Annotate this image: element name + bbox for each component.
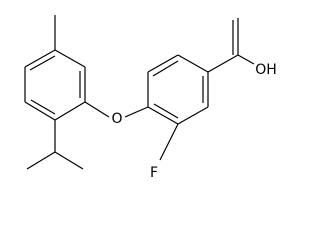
bonds	[24, 15, 255, 170]
page: O F OH (() => { const data = JSON.parse(…	[24, 15, 277, 181]
structure: O F OH	[24, 15, 277, 181]
bond	[54, 49, 86, 68]
atom-label: OH	[255, 62, 277, 78]
bond	[207, 54, 239, 73]
bond	[237, 54, 255, 65]
bond	[153, 103, 179, 119]
bond	[177, 106, 209, 125]
bond	[152, 60, 179, 77]
atom-label: O	[111, 111, 122, 127]
bond	[24, 101, 56, 121]
atom-label: F	[150, 165, 158, 181]
bond	[159, 123, 179, 161]
bond	[177, 54, 209, 73]
bond	[54, 151, 84, 170]
bond	[124, 106, 149, 118]
bond	[147, 106, 179, 125]
bond	[147, 54, 179, 73]
bond	[26, 151, 56, 170]
bond	[29, 55, 56, 71]
bond	[54, 101, 86, 121]
bond	[24, 49, 56, 68]
bond	[84, 101, 110, 118]
bond	[30, 99, 56, 115]
